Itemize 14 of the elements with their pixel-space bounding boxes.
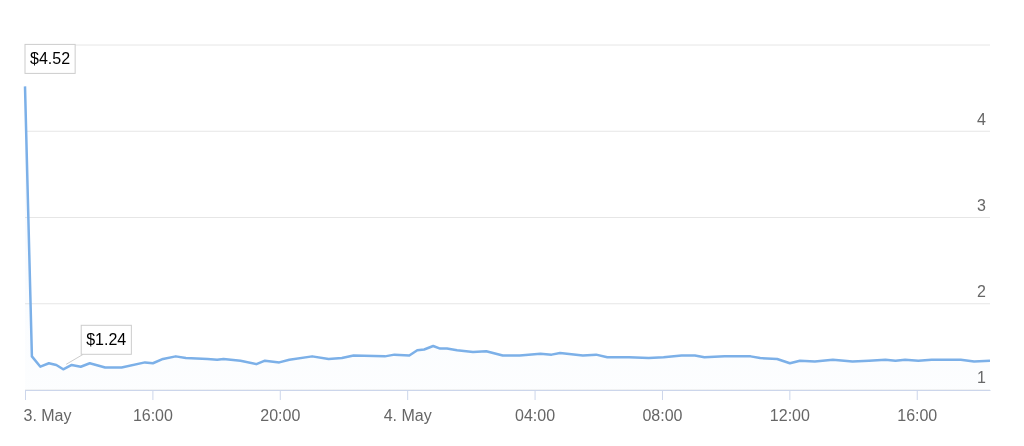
annotation: $1.24 [86, 331, 127, 349]
x-tick-label: 20:00 [260, 406, 301, 424]
annotation: $4.52 [30, 50, 71, 68]
y-tick-label: 3 [977, 196, 987, 214]
x-tick-label: 08:00 [642, 406, 683, 424]
x-tick-label: 04:00 [515, 406, 556, 424]
x-tick-label: 3. May [23, 406, 72, 424]
y-tick-label: 4 [977, 110, 987, 128]
x-tick-label: 4. May [383, 406, 432, 424]
x-tick-label: 16:00 [132, 406, 174, 424]
y-tick-label: 1 [977, 369, 987, 387]
y-tick-label: 2 [977, 283, 987, 301]
x-tick-label: 16:00 [897, 406, 938, 424]
x-tick-label: 12:00 [769, 406, 810, 424]
